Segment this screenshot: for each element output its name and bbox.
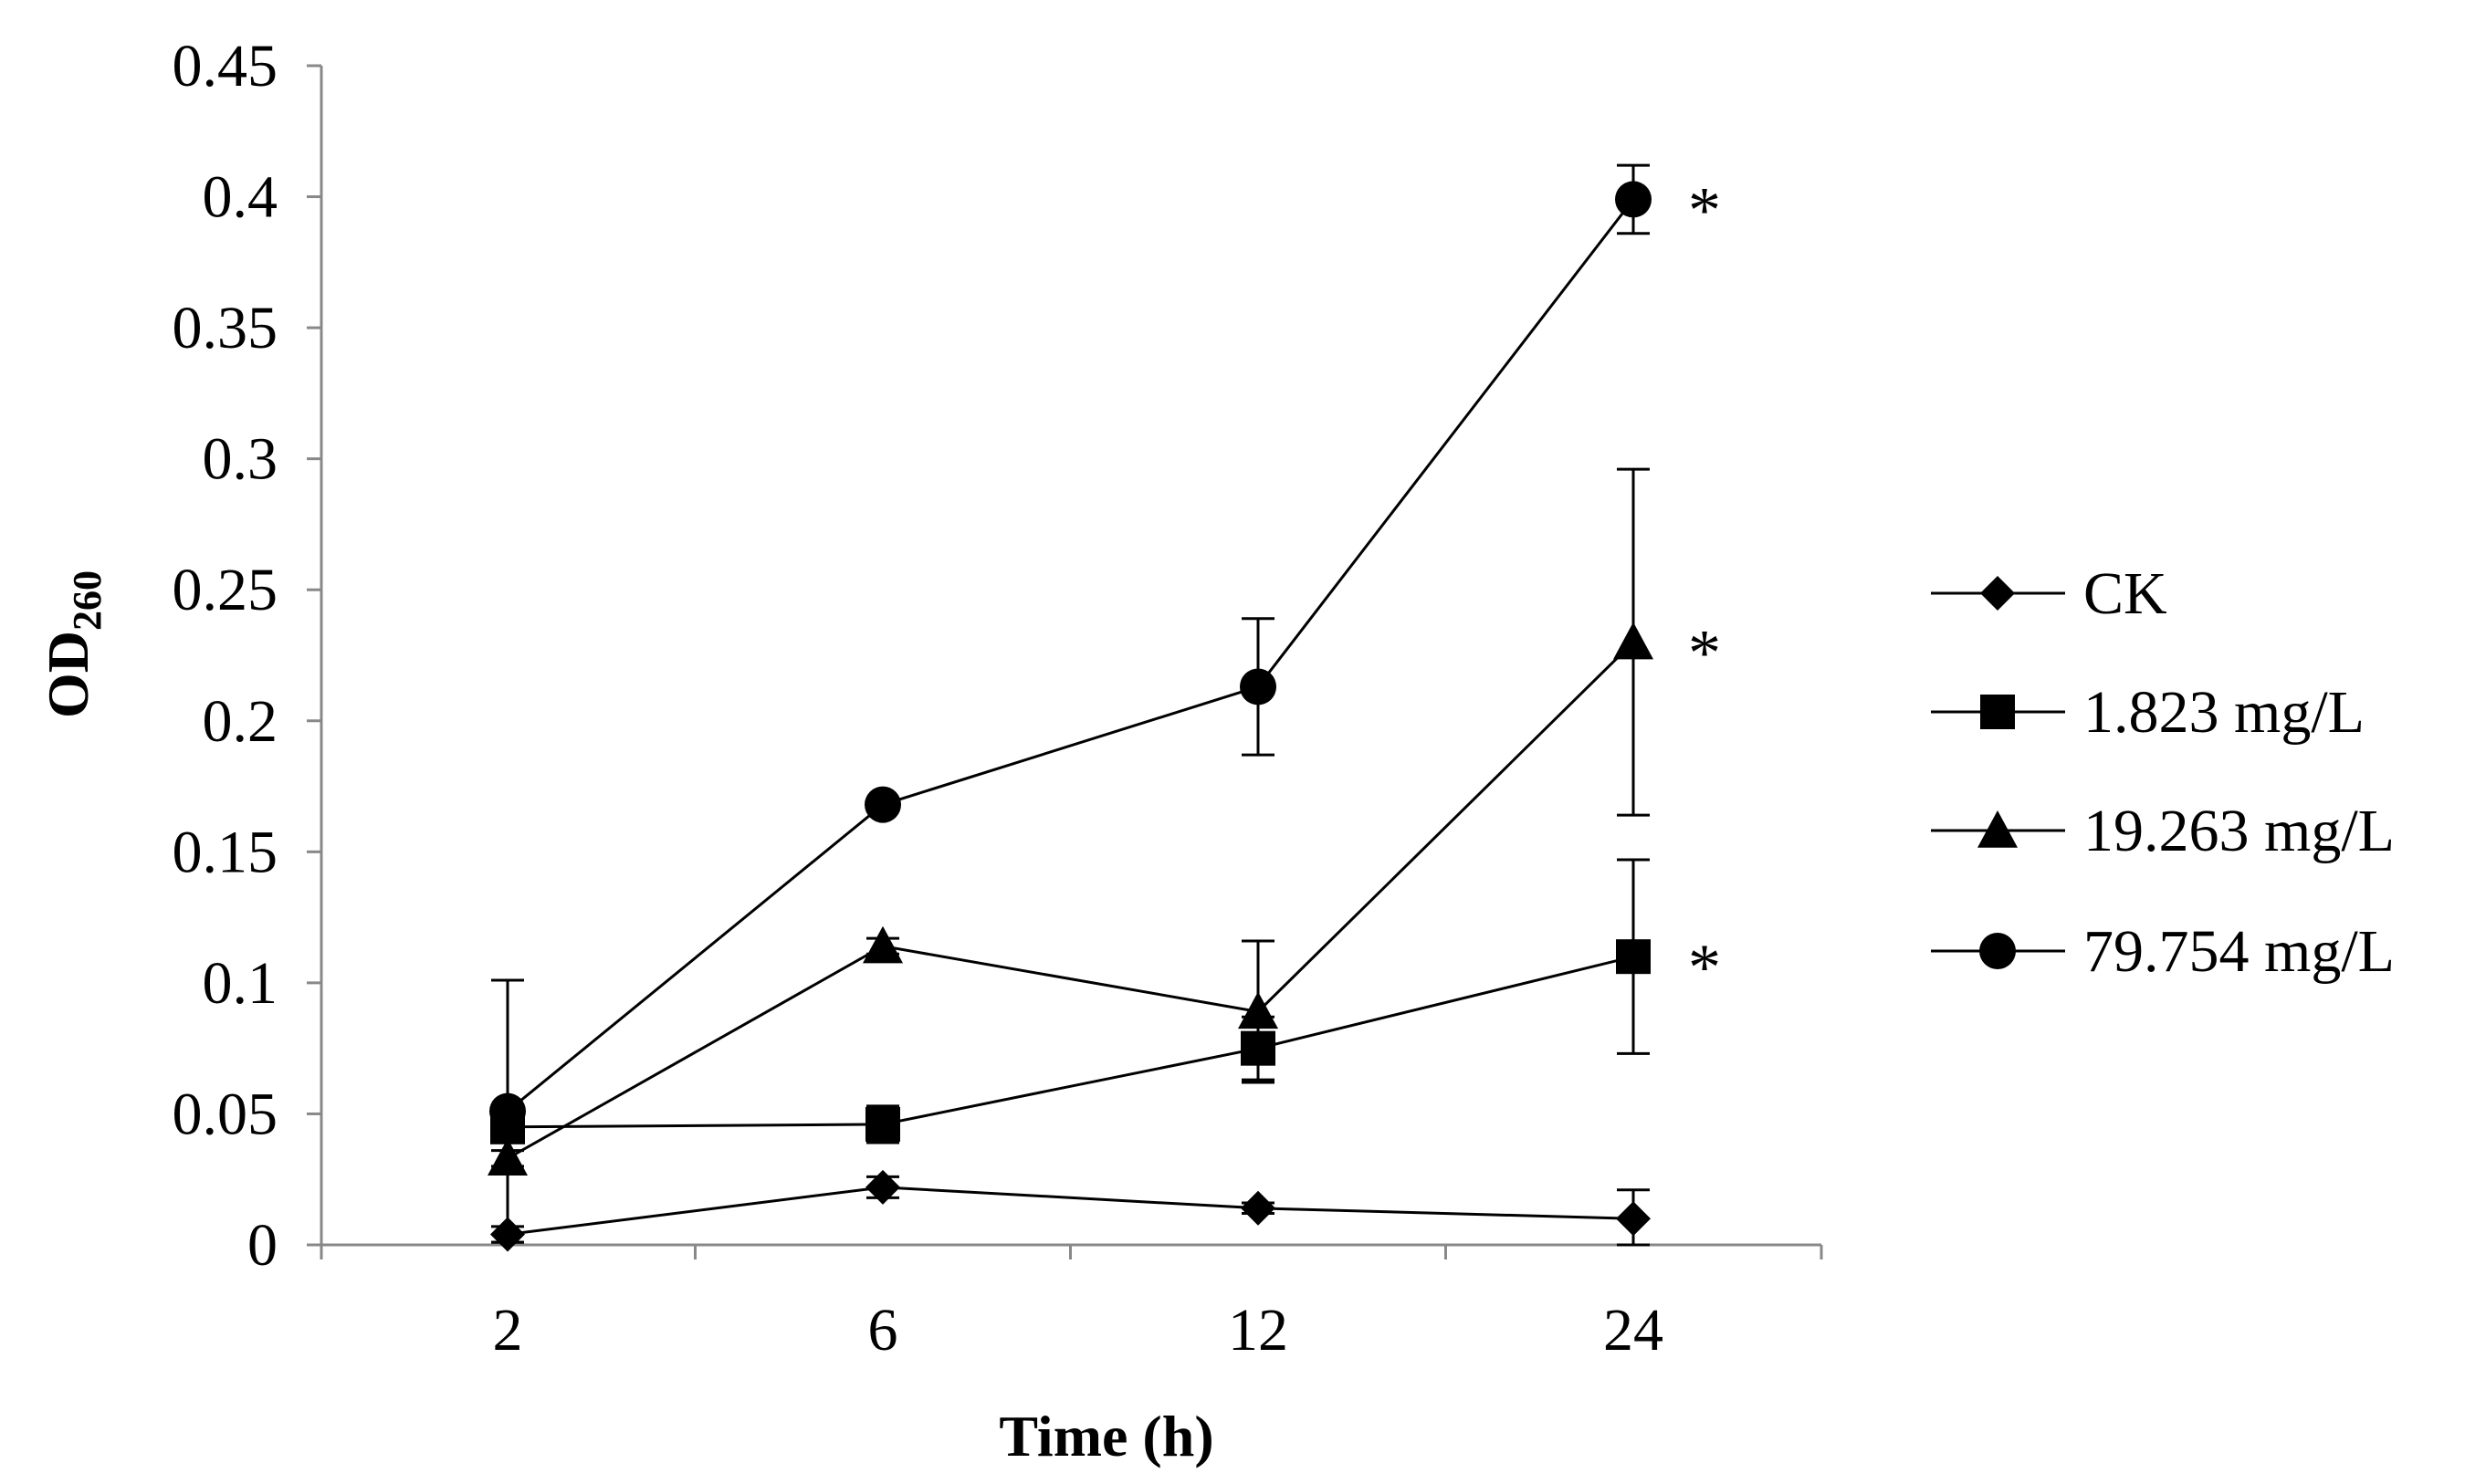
significance-marker: * <box>1688 617 1721 690</box>
legend: CK 1.823 mg/L 19.263 mg/L 79.754 mg/L <box>1931 560 2395 985</box>
legend-marker <box>1979 933 2016 969</box>
series-square: * <box>490 858 1721 1144</box>
y-tick-label: 0 <box>247 1212 278 1279</box>
data-point <box>1240 668 1276 705</box>
legend-label: 1.823 mg/L <box>2083 679 2365 746</box>
y-tick-label: 0.45 <box>173 33 278 99</box>
legend-item: 79.754 mg/L <box>1931 918 2395 985</box>
data-point <box>489 1092 526 1130</box>
y-tick-label: 0.4 <box>203 164 278 231</box>
legend-label: CK <box>2083 560 2167 627</box>
legend-item: 1.823 mg/L <box>1931 679 2365 746</box>
data-point <box>1616 939 1651 975</box>
series-line <box>507 198 1635 1113</box>
y-tick-label: 0.1 <box>203 950 278 1017</box>
y-tick-label: 0.25 <box>173 557 278 623</box>
data-point <box>865 1169 900 1205</box>
data-point <box>1613 622 1653 660</box>
data-point <box>1238 991 1278 1029</box>
legend-item: 19.263 mg/L <box>1931 798 2395 864</box>
y-axis-title-main: OD <box>36 631 100 718</box>
y-tick-label: 0.35 <box>173 295 278 361</box>
series-triangle: * <box>488 467 1721 1176</box>
data-point <box>1241 1190 1275 1226</box>
legend-label: 79.754 mg/L <box>2083 918 2395 985</box>
y-axis-title: OD260 <box>36 570 110 718</box>
y-tick-label: 0.15 <box>173 819 278 885</box>
legend-marker <box>1977 810 2018 848</box>
legend-item: CK <box>1931 560 2167 627</box>
x-axis-title: Time (h) <box>999 1404 1213 1468</box>
y-tick-label: 0.2 <box>203 688 278 755</box>
legend-marker <box>1980 695 2015 729</box>
data-point <box>865 786 901 823</box>
significance-marker: * <box>1688 931 1721 1004</box>
series-line <box>507 641 1635 1160</box>
legend-marker <box>1980 576 2015 611</box>
data-point <box>865 1106 900 1142</box>
x-tick-label: 12 <box>1228 1297 1288 1364</box>
x-tick-label: 24 <box>1603 1297 1663 1364</box>
series-line <box>507 955 1634 1129</box>
series-diamond <box>490 1169 1651 1252</box>
axes <box>307 64 1823 1259</box>
data-point <box>1616 1201 1651 1237</box>
legend-label: 19.263 mg/L <box>2083 798 2395 864</box>
significance-marker: * <box>1688 173 1721 246</box>
series-layer: * * * <box>488 163 1721 1252</box>
y-tick-labels: 0 0.05 0.1 0.15 0.2 0.25 0.3 0.35 0.4 0.45 <box>173 33 278 1279</box>
data-point <box>1615 181 1652 218</box>
x-tick-label: 6 <box>868 1297 898 1364</box>
y-axis-title-subscript: 260 <box>65 570 110 631</box>
x-tick-label: 2 <box>493 1297 523 1364</box>
y-tick-label: 0.3 <box>203 426 278 493</box>
x-tick-labels: 2 6 12 24 <box>493 1297 1664 1364</box>
y-tick-label: 0.05 <box>173 1081 278 1147</box>
series-line <box>507 1186 1634 1237</box>
series-circle: * <box>489 163 1721 1244</box>
data-point <box>863 925 903 964</box>
